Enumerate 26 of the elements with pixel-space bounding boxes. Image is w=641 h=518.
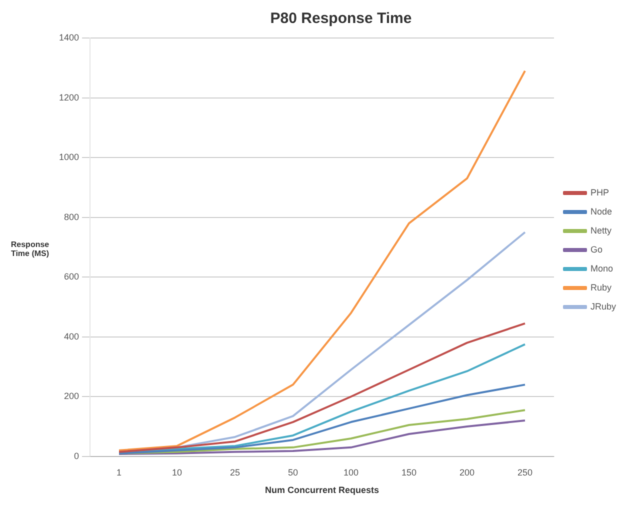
legend-label: PHP bbox=[590, 187, 610, 198]
legend-label: JRuby bbox=[590, 301, 616, 312]
y-tick-label: 1200 bbox=[58, 92, 80, 102]
x-axis-title: Num Concurrent Requests bbox=[264, 485, 380, 496]
x-tick-label: 100 bbox=[343, 467, 359, 478]
y-tick-label: 1000 bbox=[58, 152, 80, 162]
y-axis-title: Response Time (MS) bbox=[10, 240, 50, 258]
legend-label: Go bbox=[590, 244, 603, 254]
x-tick-label: 150 bbox=[401, 467, 417, 478]
y-tick-label: 200 bbox=[64, 391, 80, 402]
y-tick-label: 800 bbox=[64, 212, 80, 222]
y-tick-label: 400 bbox=[64, 331, 80, 342]
x-tick-label: 25 bbox=[230, 467, 240, 478]
legend-label: Node bbox=[590, 206, 612, 216]
x-tick-label: 50 bbox=[288, 467, 298, 478]
y-tick-label: 1400 bbox=[58, 32, 80, 42]
x-tick-label: 1 bbox=[116, 467, 122, 478]
legend-label: Mono bbox=[590, 263, 614, 274]
legend-label: Netty bbox=[590, 225, 612, 236]
x-tick-label: 200 bbox=[459, 467, 475, 478]
x-tick-label: 10 bbox=[172, 467, 182, 478]
y-tick-label: 600 bbox=[64, 272, 80, 282]
legend-label: Ruby bbox=[590, 282, 612, 292]
chart-title: P80 Response Time bbox=[270, 10, 412, 28]
x-tick-label: 250 bbox=[517, 467, 533, 478]
y-tick-label: 0 bbox=[74, 450, 80, 461]
